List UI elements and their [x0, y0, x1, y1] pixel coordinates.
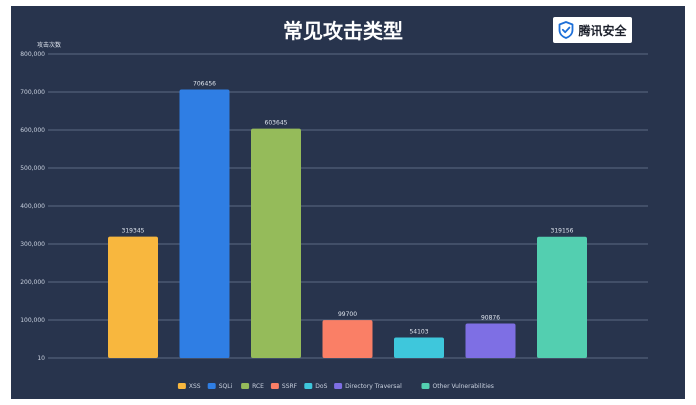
- legend-swatch: [334, 383, 343, 389]
- legend-label: RCE: [252, 383, 264, 390]
- legend-label: SQLi: [219, 383, 233, 390]
- bar-value-labels: 319345 706456 603645 99700 54103 90876 319156: [122, 81, 574, 336]
- legend-item[interactable]: Directory Traversal: [334, 383, 402, 390]
- legend-label: DoS: [315, 383, 327, 390]
- bar-value-label: 706456: [193, 81, 216, 88]
- y-tick-label: 500,000: [20, 165, 45, 172]
- bar: [251, 128, 301, 358]
- y-tick-label: 400,000: [20, 203, 45, 210]
- bar-value-label: 54103: [409, 328, 428, 335]
- y-tick-label: 200,000: [20, 279, 45, 286]
- bar: [394, 337, 444, 358]
- legend-swatch: [241, 383, 250, 389]
- legend-item[interactable]: SQLi: [207, 383, 233, 390]
- y-tick-label: 800,000: [20, 51, 45, 58]
- bars: [108, 89, 587, 358]
- y-axis-label: 攻击次数: [37, 41, 61, 49]
- legend-label: Directory Traversal: [345, 383, 402, 390]
- shield-check-icon: [559, 21, 574, 39]
- legend-item[interactable]: RCE: [241, 383, 264, 390]
- legend-swatch: [177, 383, 186, 389]
- legend-item[interactable]: XSS: [177, 383, 201, 390]
- bar: [322, 320, 373, 358]
- legend-item[interactable]: Other Vulnerabilities: [421, 383, 494, 390]
- y-tick-label: 300,000: [20, 241, 45, 248]
- chart-title: 常见攻击类型: [283, 19, 403, 43]
- chart-panel: 常见攻击类型 攻击次数 10 100,000 200,000 300,000 400,0…: [11, 6, 685, 399]
- bar-value-label: 319156: [551, 228, 574, 235]
- legend-item[interactable]: DoS: [304, 383, 328, 390]
- y-tick-labels: 10 100,000 200,000 300,000 400,000 500,000 600…: [20, 51, 45, 362]
- chart-svg: 常见攻击类型 攻击次数 10 100,000 200,000 300,000 400,0…: [20, 19, 648, 390]
- bar-value-label: 90876: [481, 314, 500, 321]
- legend-item[interactable]: SSRF: [270, 383, 298, 390]
- tencent-security-logo: 腾讯安全: [553, 17, 632, 43]
- legend-swatch: [207, 383, 216, 389]
- bar-value-label: 603645: [265, 120, 288, 127]
- legend[interactable]: XSS SQLi RCE SSRF DoS Directory Traversal Othe…: [177, 383, 494, 390]
- legend-swatch: [421, 383, 430, 389]
- legend-swatch: [304, 383, 313, 389]
- legend-label: Other Vulnerabilities: [433, 383, 494, 390]
- y-tick-label: 10: [37, 355, 45, 362]
- logo-text: 腾讯安全: [578, 23, 627, 38]
- legend-swatch: [270, 383, 279, 389]
- y-tick-label: 700,000: [20, 89, 45, 96]
- bar: [537, 236, 587, 358]
- y-tick-label: 100,000: [20, 317, 45, 324]
- bar-value-label: 99700: [338, 311, 357, 318]
- y-tick-label: 600,000: [20, 127, 45, 134]
- legend-label: SSRF: [282, 383, 298, 390]
- bar-value-label: 319345: [122, 228, 145, 235]
- bar: [179, 89, 230, 358]
- bar: [465, 323, 516, 358]
- legend-label: XSS: [189, 383, 201, 390]
- bar: [108, 236, 158, 358]
